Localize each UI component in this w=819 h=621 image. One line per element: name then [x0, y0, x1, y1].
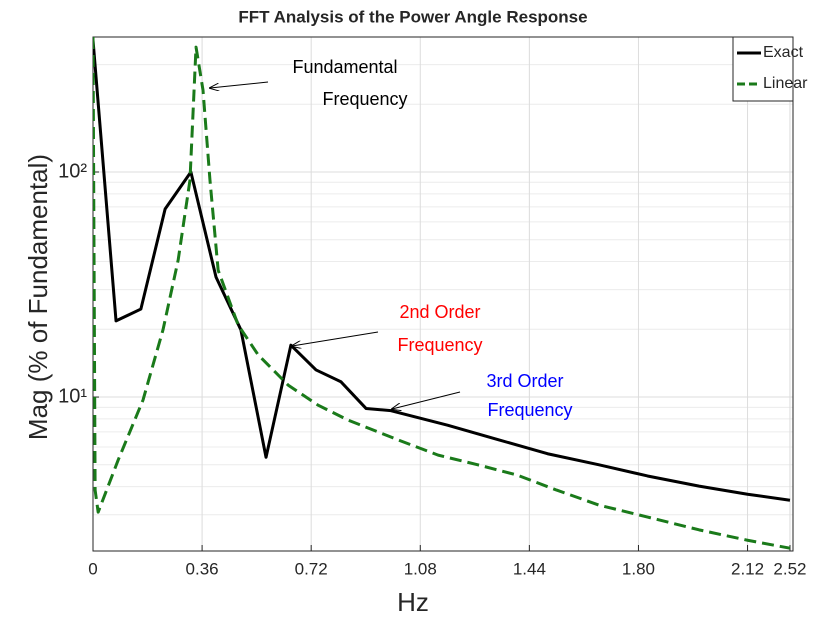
x-tick-label: 2.12	[731, 559, 764, 578]
plot-frame	[92, 36, 794, 552]
annotation-arrow	[292, 331, 379, 346]
annotation-arrow	[210, 81, 269, 88]
y-tick-label: 10¹	[58, 385, 87, 407]
x-axis-label: Hz	[397, 587, 429, 617]
legend-label: Linear	[763, 75, 808, 92]
chart-title: FFT Analysis of the Power Angle Response	[238, 7, 587, 26]
annotation-arrow	[392, 391, 461, 409]
annotation-text: 3rd Order	[486, 371, 563, 391]
annotation-text: Frequency	[322, 89, 407, 109]
x-tick-label: 0.72	[295, 559, 328, 578]
annotation-text: 2nd Order	[399, 302, 480, 322]
x-tick-label: 2.52	[773, 559, 806, 578]
line-series	[93, 39, 791, 502]
legend-box	[732, 36, 794, 102]
annotation-text: Frequency	[487, 400, 572, 420]
x-tick-label: 1.08	[404, 559, 437, 578]
annotation-text: Frequency	[397, 335, 482, 355]
x-tick-label: 1.44	[513, 559, 546, 578]
x-tick-label: 1.80	[622, 559, 655, 578]
plot-area	[93, 37, 791, 550]
y-axis-label: Mag (% of Fundamental)	[23, 154, 53, 440]
y-tick-label: 10²	[58, 160, 87, 182]
x-tick-label: 0.36	[186, 559, 219, 578]
annotation-text: Fundamental	[292, 57, 397, 77]
x-tick-label: 0	[88, 559, 97, 578]
line-series	[93, 37, 791, 550]
legend-label: Exact	[763, 44, 804, 61]
